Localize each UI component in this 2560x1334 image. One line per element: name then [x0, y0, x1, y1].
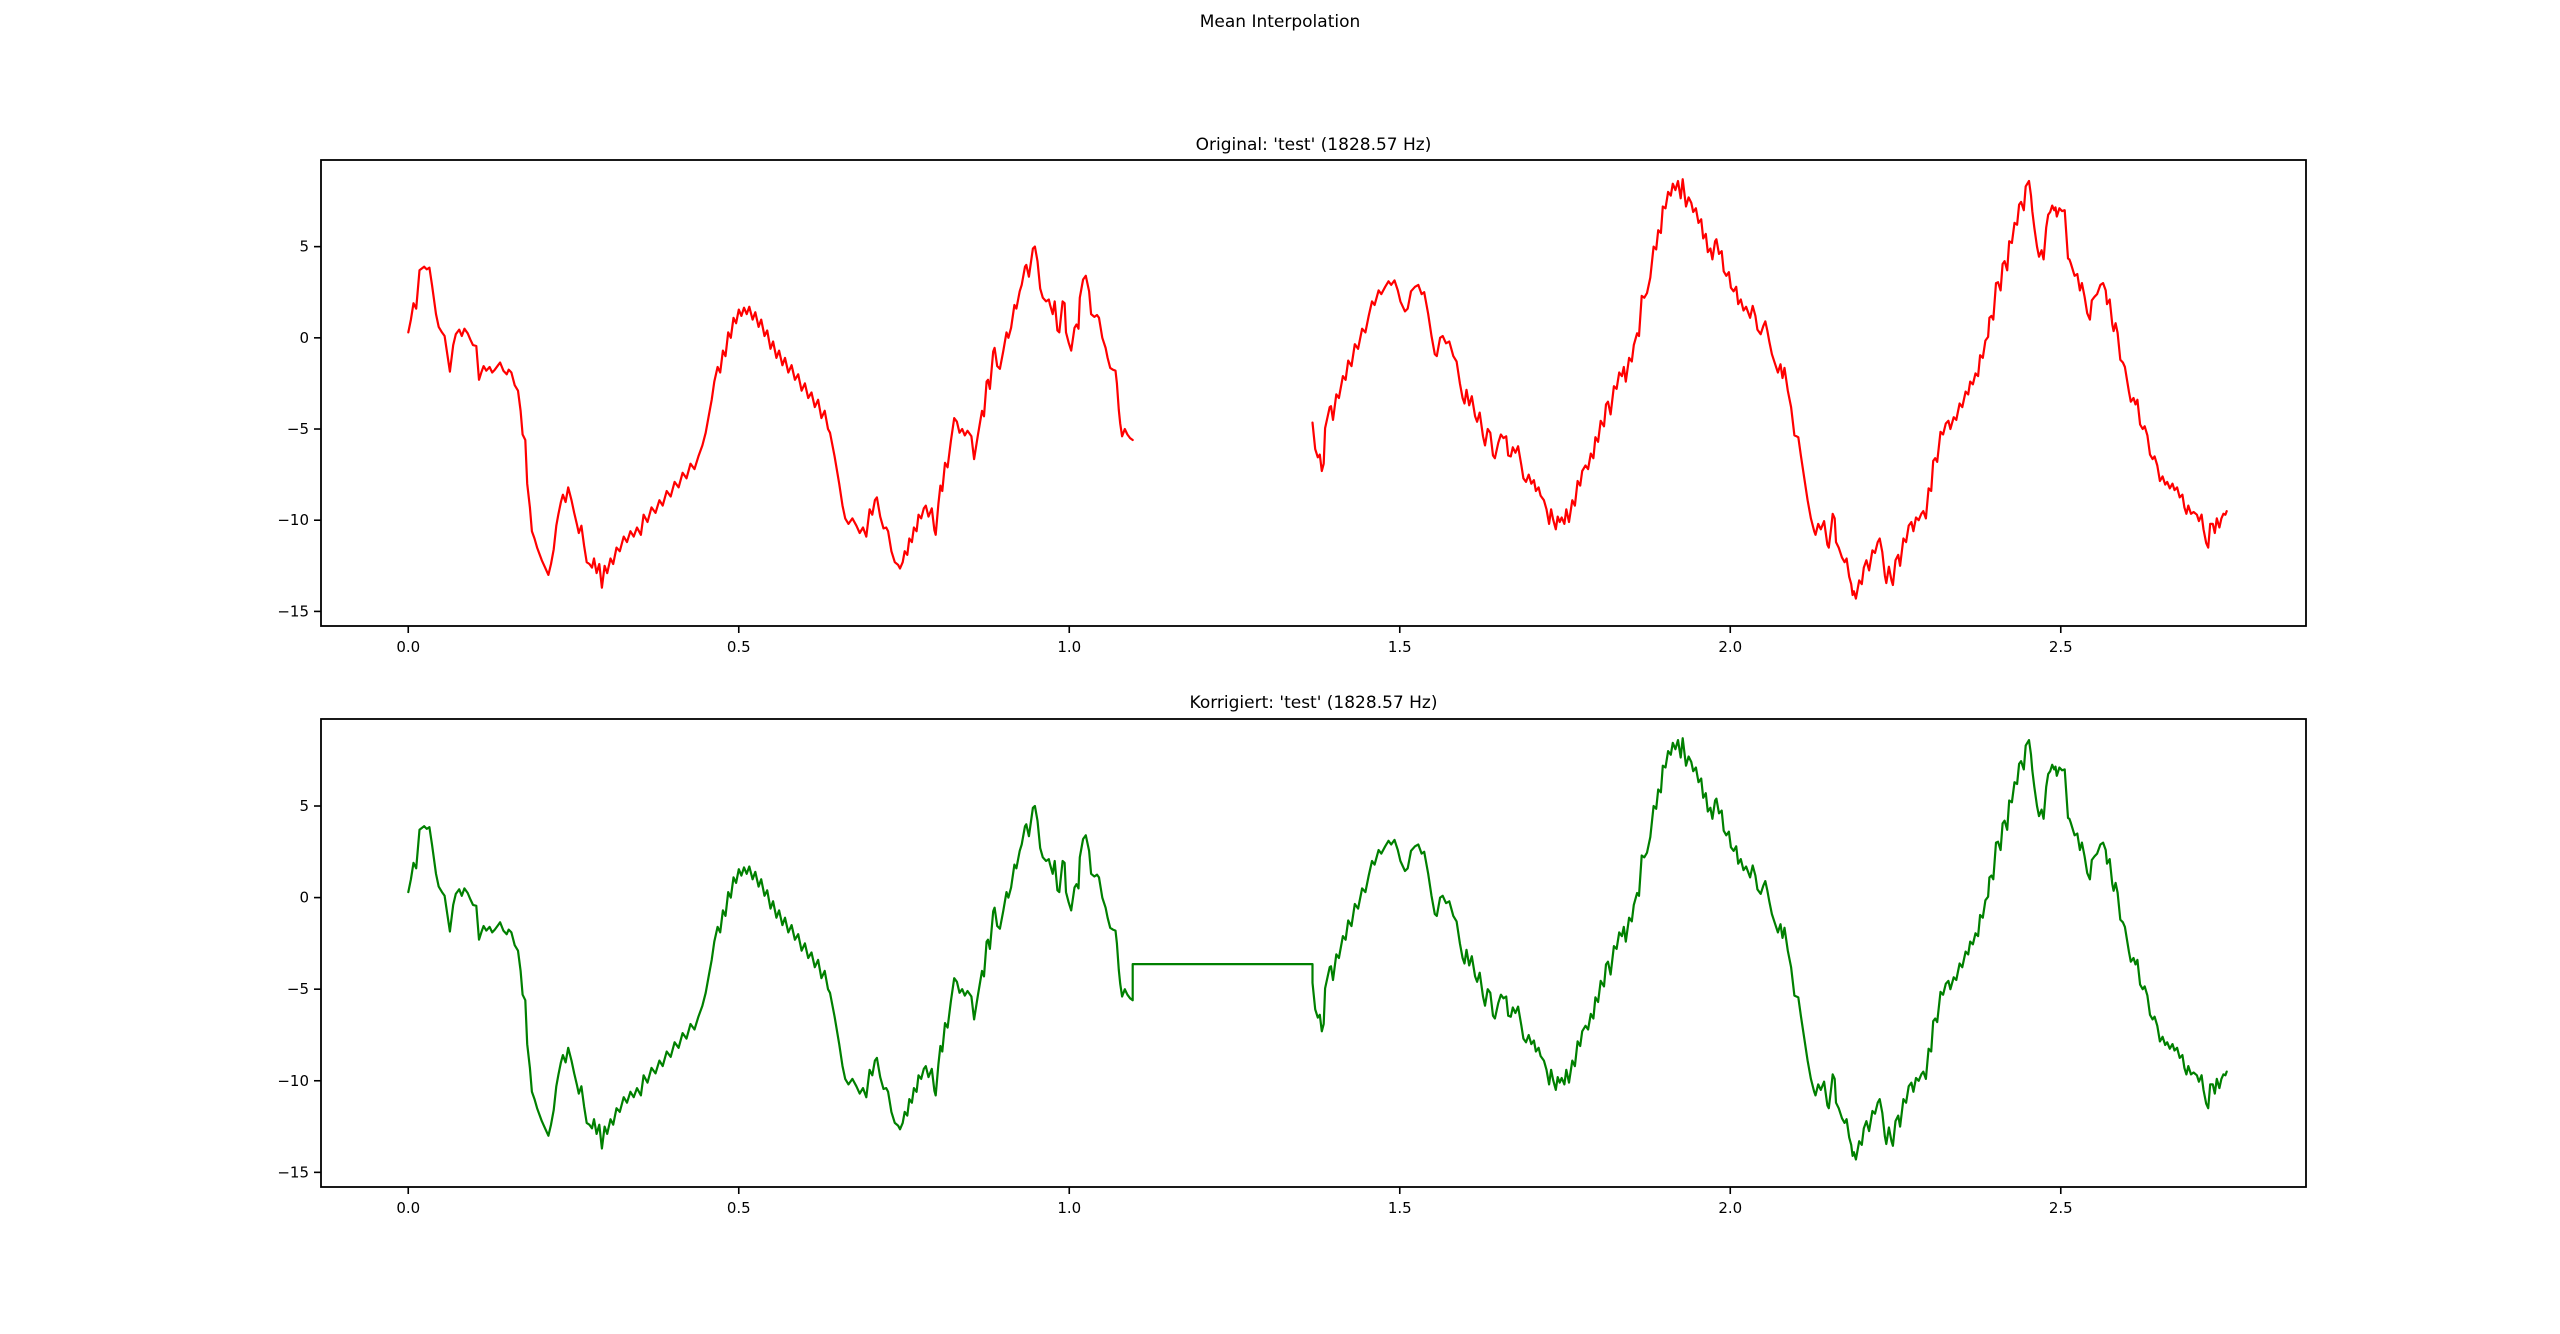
korrigiert-series-line: [407, 737, 2228, 1161]
figure-suptitle: Mean Interpolation: [1199, 12, 1361, 32]
korrigiert-x-tick-label: 1.5: [1388, 1199, 1412, 1217]
original-x-tick-label: 0.0: [396, 638, 420, 656]
korrigiert-x-tick-label: 2.0: [1718, 1199, 1742, 1217]
korrigiert-y-tick-label: −15: [277, 1163, 309, 1181]
original-x-tick-label: 2.0: [1718, 638, 1742, 656]
original-x-tick-label: 1.5: [1388, 638, 1412, 656]
original-series-segment-a: [407, 245, 1134, 589]
korrigiert-y-tick-label: −5: [287, 980, 309, 998]
original-y-tick-label: −5: [287, 420, 309, 438]
korrigiert-axes-frame: [320, 718, 2307, 1188]
korrigiert-x-tick-label: 1.0: [1057, 1199, 1081, 1217]
subplot-title-korrigiert: Korrigiert: 'test' (1828.57 Hz): [1189, 693, 1438, 713]
subplot-title-original: Original: 'test' (1828.57 Hz): [1195, 135, 1432, 155]
original-y-tick-label: 0: [299, 329, 309, 347]
korrigiert-y-tick-label: −10: [277, 1072, 309, 1090]
original-y-tick-label: −10: [277, 511, 309, 529]
korrigiert-x-tick-label: 2.5: [2049, 1199, 2073, 1217]
original-y-tick-label: −15: [277, 602, 309, 620]
korrigiert-x-tick-label: 0.0: [396, 1199, 420, 1217]
korrigiert-y-tick-label: 5: [299, 797, 309, 815]
original-x-tick-label: 2.5: [2049, 638, 2073, 656]
korrigiert-x-tick-label: 0.5: [727, 1199, 751, 1217]
original-y-tick-label: 5: [299, 238, 309, 256]
original-x-tick-label: 1.0: [1057, 638, 1081, 656]
original-axes-frame: [320, 159, 2307, 627]
original-series-segment-b: [1311, 178, 2228, 600]
korrigiert-y-tick-label: 0: [299, 889, 309, 907]
original-x-tick-label: 0.5: [727, 638, 751, 656]
